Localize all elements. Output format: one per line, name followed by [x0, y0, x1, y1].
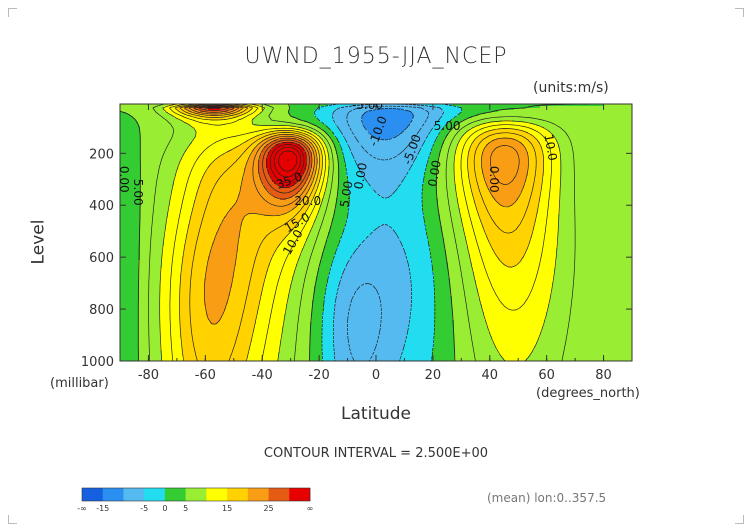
y-tick-label: 600 [89, 251, 114, 266]
colorbar-swatch [165, 488, 186, 501]
x-tick-label: -80 [138, 368, 159, 383]
y-tick-label: 400 [89, 199, 114, 214]
contour-label: 0.00 [487, 166, 501, 193]
y-axis-label: Level [28, 220, 48, 265]
colorbar-label: 0 [162, 504, 167, 513]
colorbar-swatch [269, 488, 290, 501]
units-label: (units:m/s) [533, 80, 609, 96]
colorbar-swatch [289, 488, 310, 501]
colorbar-label: -5 [140, 504, 148, 513]
colorbar-label: 25 [263, 504, 273, 513]
x-tick-label: 80 [595, 368, 612, 383]
x-tick-label: -40 [252, 368, 273, 383]
contour-label: 20.0 [294, 194, 321, 208]
mean-label: (mean) lon:0..357.5 [487, 491, 606, 505]
colorbar: -∞ -15 -5 0 5 15 25 ∞ [77, 488, 313, 513]
crop-mark-top-right [735, 8, 744, 17]
colorbar-swatch [82, 488, 103, 501]
x-axis-label: Latitude [0, 404, 752, 424]
contour-label: 5.00 [434, 119, 461, 133]
colorbar-label: 5 [183, 504, 188, 513]
x-axis-unit: (degrees_north) [536, 386, 640, 401]
colorbar-swatch [206, 488, 227, 501]
crop-mark-bottom-right [735, 515, 744, 524]
x-tick-label: -20 [308, 368, 329, 383]
contour-interval-label: CONTOUR INTERVAL = 2.500E+00 [0, 446, 752, 461]
colorbar-swatch [186, 488, 207, 501]
contour-label: 5.00 [131, 179, 145, 206]
contour-label: 0.00 [117, 166, 131, 193]
x-tick-label: 20 [425, 368, 442, 383]
colorbar-label: -15 [96, 504, 109, 513]
colorbar-swatch [144, 488, 165, 501]
crop-mark-bottom-left [8, 515, 17, 524]
x-tick-label: -60 [195, 368, 216, 383]
colorbar-swatch [248, 488, 269, 501]
contour-line [288, 160, 289, 161]
y-tick-label: 800 [89, 303, 114, 318]
y-tick-label: 200 [89, 147, 114, 162]
y-tick-label: 1000 [81, 355, 114, 370]
chart-title: UWND_1955-JJA_NCEP [0, 44, 752, 69]
colorbar-label: ∞ [307, 504, 314, 513]
colorbar-label: 15 [222, 504, 232, 513]
x-tick-label: 40 [482, 368, 499, 383]
colorbar-swatch [227, 488, 248, 501]
contour-label: -5.00 [352, 98, 383, 112]
x-tick-label: 60 [538, 368, 555, 383]
crop-mark-top-left [8, 8, 17, 17]
colorbar-swatch [103, 488, 124, 501]
y-axis-unit: (millibar) [50, 376, 109, 391]
x-tick-label: 0 [372, 368, 380, 383]
colorbar-swatch [123, 488, 144, 501]
colorbar-label: -∞ [77, 504, 87, 513]
